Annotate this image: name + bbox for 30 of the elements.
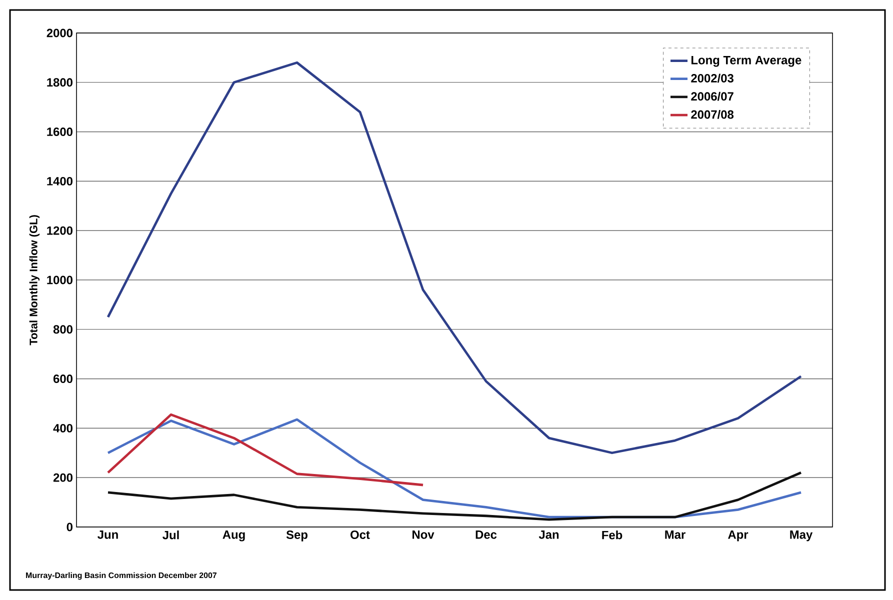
y-axis-title: Total Monthly Inflow (GL) xyxy=(29,215,40,346)
y-tick-label: 600 xyxy=(53,374,72,384)
x-tick-label: May xyxy=(790,530,813,542)
x-tick-label: Apr xyxy=(728,530,748,542)
x-tick-label: Jun xyxy=(98,530,118,539)
x-tick-label: Aug xyxy=(222,530,245,542)
y-tick-label: 1400 xyxy=(47,176,72,186)
legend-label: Long Term Average xyxy=(691,56,802,67)
x-tick-label: Jan xyxy=(538,530,559,539)
y-tick-label: 200 xyxy=(53,473,72,482)
y-tick-label: 1800 xyxy=(47,78,72,87)
y-tick-label: 1600 xyxy=(47,128,72,136)
x-tick-label: Jul xyxy=(162,530,179,540)
y-tick-label: 800 xyxy=(53,325,72,334)
y-tick-label: 1000 xyxy=(47,276,72,284)
x-tick-label: Nov xyxy=(412,530,434,539)
x-tick-label: Dec xyxy=(476,530,497,539)
y-tick-label: 1200 xyxy=(47,226,72,235)
x-tick-label: Feb xyxy=(602,530,622,540)
y-tick-label: 400 xyxy=(53,424,72,432)
y-tick-label: 2000 xyxy=(46,28,72,38)
y-tick-label: 0 xyxy=(66,522,72,532)
legend-label: 2007/08 xyxy=(691,110,734,119)
legend-label: 2002/03 xyxy=(691,74,734,83)
legend-label: 2006/07 xyxy=(691,92,734,101)
line-series xyxy=(106,471,802,521)
x-tick-label: Sep xyxy=(286,530,308,542)
line-series xyxy=(106,413,424,486)
x-tick-label: Oct xyxy=(350,530,370,539)
x-tick-label: Mar xyxy=(665,530,686,539)
